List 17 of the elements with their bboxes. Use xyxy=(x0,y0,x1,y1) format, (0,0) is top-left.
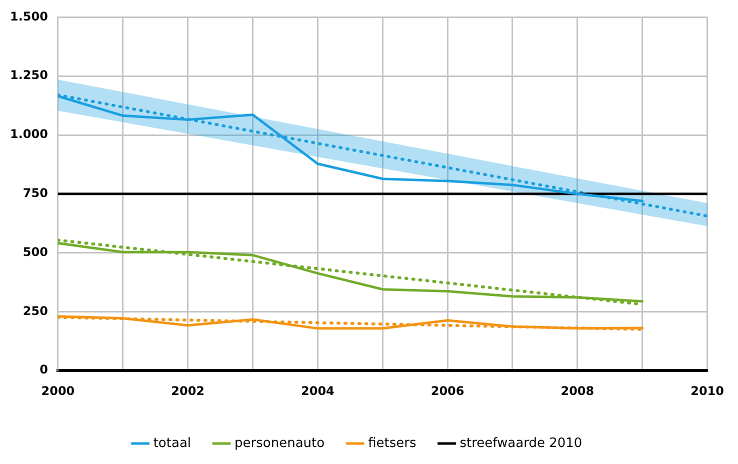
x-tick-label: 2000 xyxy=(41,384,75,398)
y-tick-label: 500 xyxy=(22,244,48,259)
x-tick-label: 2006 xyxy=(430,384,464,398)
y-tick-label: 750 xyxy=(22,186,48,200)
legend-label: personenauto xyxy=(234,436,325,451)
x-tick-label: 2002 xyxy=(171,384,205,398)
x-tick-label: 2010 xyxy=(690,384,724,398)
x-tick-label: 2008 xyxy=(560,384,594,398)
legend-label: totaal xyxy=(153,436,192,451)
legend-label: fietsers xyxy=(368,436,416,451)
y-tick-label: 1.500 xyxy=(10,9,48,24)
y-tick-label: 250 xyxy=(22,304,48,318)
y-tick-label: 1.000 xyxy=(10,127,48,142)
y-tick-label: 1.250 xyxy=(10,68,48,82)
y-tick-label: 0 xyxy=(40,362,48,377)
x-tick-label: 2004 xyxy=(300,384,334,398)
legend-label: streefwaarde 2010 xyxy=(460,436,582,451)
